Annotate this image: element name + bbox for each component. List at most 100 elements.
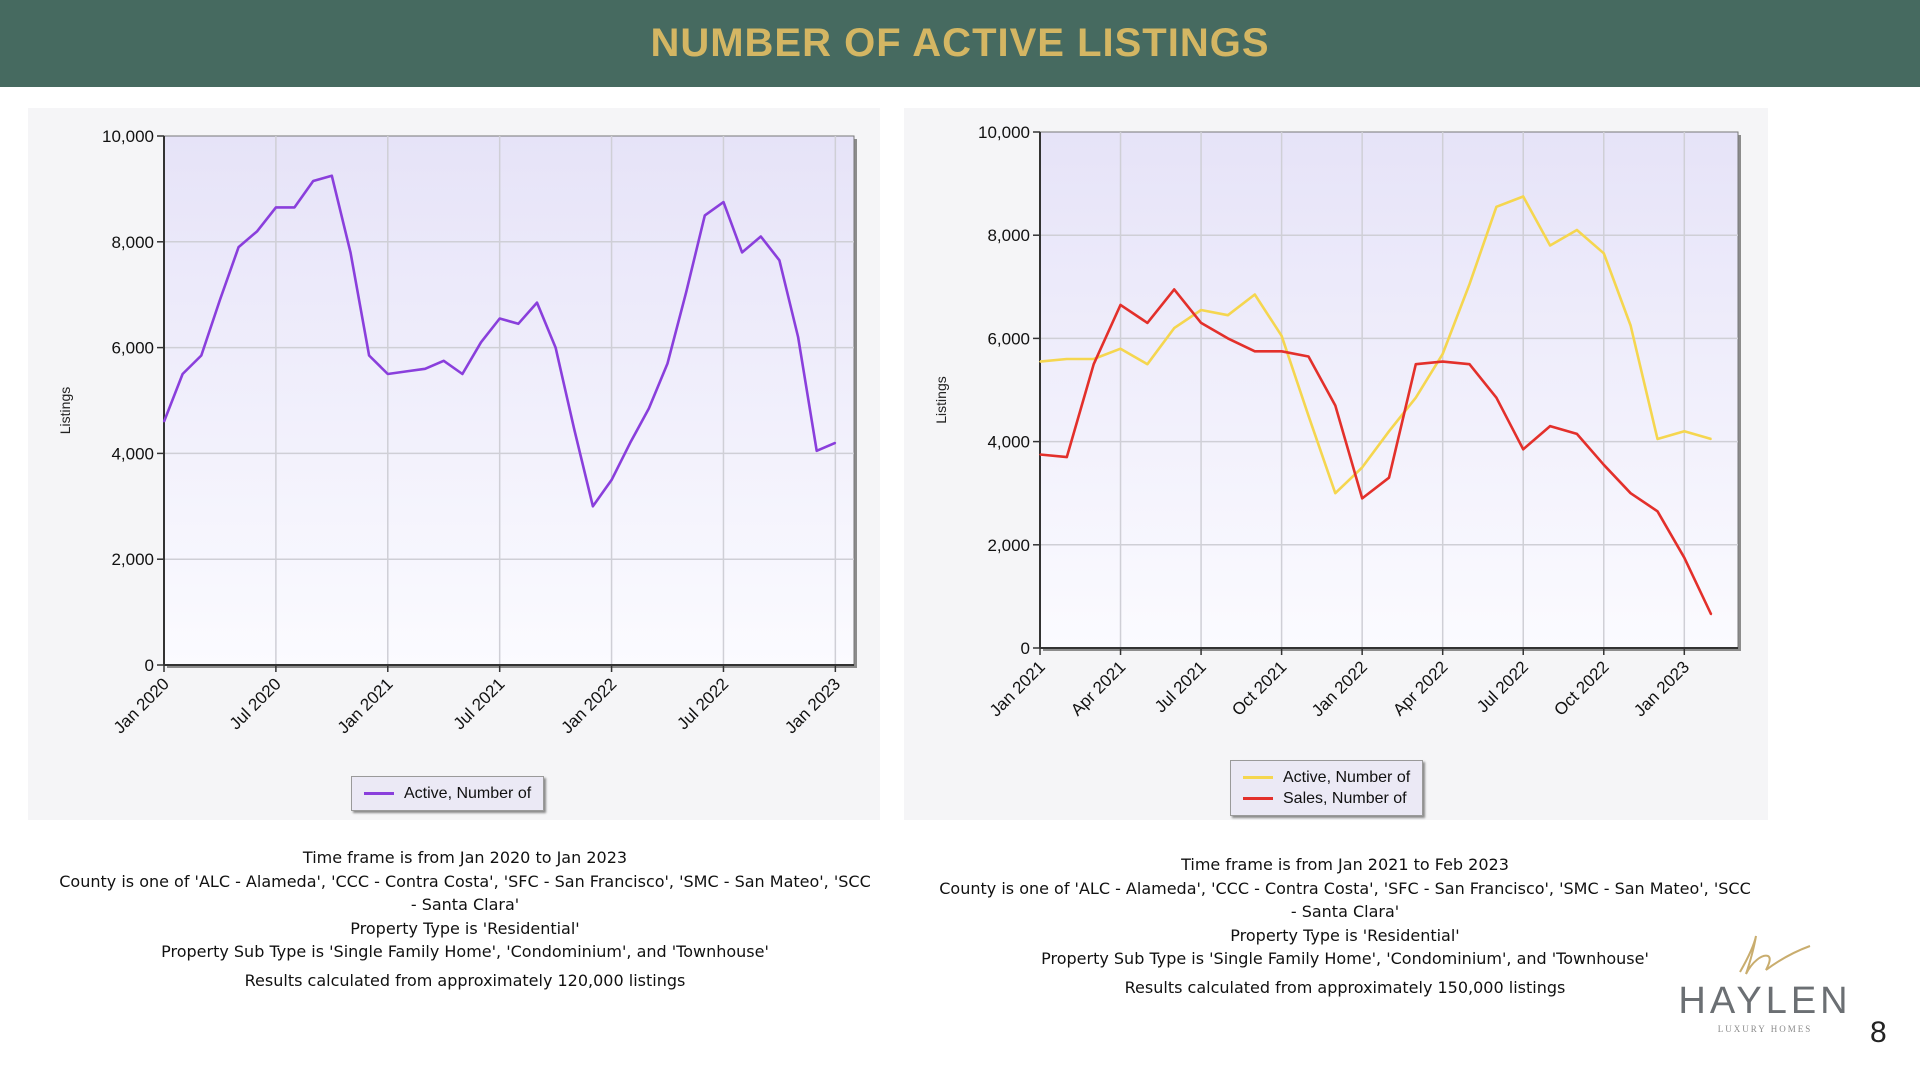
- data-point: [442, 360, 445, 362]
- caption-line: - Santa Clara': [1290, 902, 1400, 921]
- data-point: [517, 322, 520, 325]
- x-tick-label: Jul 2021: [450, 674, 509, 733]
- data-point: [741, 251, 743, 254]
- y-tick-label: 2,000: [987, 536, 1030, 555]
- data-point: [1710, 613, 1712, 616]
- data-point: [293, 206, 296, 209]
- data-point: [1253, 293, 1256, 296]
- caption-line: Property Type is 'Residential': [1230, 925, 1460, 945]
- y-tick-label: 8,000: [111, 233, 154, 252]
- data-point: [554, 346, 557, 349]
- data-point: [1146, 322, 1149, 324]
- data-point: [1253, 350, 1256, 353]
- data-point: [1522, 448, 1525, 451]
- y-tick-label: 4,000: [987, 433, 1030, 452]
- data-point: [1629, 492, 1632, 495]
- chart-caption-right: Time frame is from Jan 2021 to Feb 2023 …: [920, 853, 1770, 999]
- active-vs-sales-chart: 0 2,000 4,000 6,000 8,000 10,000 Jan 2021 Apr 2…: [933, 123, 1741, 720]
- data-point: [1334, 492, 1337, 495]
- data-point: [1495, 206, 1498, 208]
- data-point: [1549, 244, 1551, 247]
- brand-logo: HAYLEN LUXURY HOMES: [1670, 928, 1860, 1038]
- data-point: [1119, 347, 1122, 350]
- y-tick-label: 0: [145, 656, 154, 675]
- data-point: [1683, 430, 1686, 433]
- brand-tagline: LUXURY HOMES: [1717, 1024, 1813, 1034]
- x-tick-label: Jul 2022: [1473, 657, 1532, 716]
- x-tick-label: Jan 2021: [334, 674, 397, 737]
- data-point: [256, 230, 259, 233]
- x-tick-label: Apr 2021: [1067, 657, 1129, 719]
- legend-item-active: Active, Number of: [364, 783, 531, 804]
- data-point: [648, 407, 650, 410]
- data-point: [461, 373, 464, 375]
- plot-area: [163, 135, 855, 666]
- data-point: [1468, 363, 1471, 365]
- x-tick-label: Jan 2021: [986, 657, 1049, 720]
- caption-line: - Santa Clara': [410, 895, 520, 914]
- y-tick-label: 4,000: [111, 444, 154, 463]
- data-point: [1280, 350, 1283, 353]
- y-tick-label: 0: [1021, 639, 1030, 658]
- caption-line: Property Sub Type is 'Single Family Home…: [1041, 949, 1649, 968]
- data-point: [1039, 453, 1041, 456]
- data-point: [610, 479, 613, 481]
- data-point: [536, 301, 538, 304]
- legend-item-sales: Sales, Number of: [1243, 788, 1410, 809]
- chart-legend: Active, Number of: [351, 776, 545, 811]
- active-listings-chart: 0 2,000 4,000 6,000 8,000 10,000 Jan 2020 Jul 2…: [57, 127, 857, 737]
- data-point: [1334, 404, 1337, 407]
- x-tick-label: Jan 2023: [1630, 657, 1693, 720]
- x-tick-label: Jan 2022: [1308, 657, 1371, 720]
- data-point: [1092, 363, 1095, 365]
- data-point: [424, 367, 426, 370]
- x-tick-label: Jan 2020: [110, 674, 173, 737]
- data-point: [704, 214, 706, 217]
- data-point: [1602, 464, 1605, 466]
- x-tick-label: Oct 2022: [1550, 657, 1612, 719]
- series-line-1: [1039, 288, 1713, 616]
- data-point: [331, 174, 333, 177]
- data-point: [1576, 229, 1578, 231]
- data-point: [219, 299, 221, 301]
- data-point: [1361, 497, 1363, 500]
- data-point: [405, 370, 408, 373]
- caption-line: Property Sub Type is 'Single Family Home…: [161, 942, 769, 961]
- caption-results: Results calculated from approximately 15…: [1124, 977, 1566, 997]
- y-axis-title: Listings: [57, 387, 73, 434]
- data-point: [815, 449, 818, 452]
- legend-label-active: Active, Number of: [1283, 768, 1411, 786]
- plot-area: [1039, 131, 1739, 649]
- data-point: [722, 201, 725, 203]
- data-point: [573, 428, 576, 431]
- data-point: [1200, 322, 1202, 324]
- data-point: [1549, 425, 1551, 427]
- caption-line: Property Type is 'Residential': [350, 918, 580, 938]
- data-point: [1602, 252, 1605, 255]
- data-point: [1495, 396, 1498, 399]
- y-tick-label: 6,000: [111, 339, 154, 358]
- x-tick-label: Jul 2021: [1151, 657, 1210, 716]
- data-point: [1388, 476, 1390, 479]
- data-point: [1441, 360, 1444, 363]
- data-point: [1576, 433, 1578, 435]
- data-point: [1415, 396, 1417, 399]
- data-point: [1227, 314, 1229, 316]
- data-point: [1522, 195, 1525, 198]
- data-point: [386, 373, 389, 375]
- data-point: [1092, 358, 1095, 360]
- y-tick-label: 8,000: [987, 226, 1030, 245]
- caption-results: Results calculated from approximately 12…: [244, 970, 686, 990]
- legend-swatch-active: [1243, 776, 1273, 779]
- data-point: [1200, 309, 1202, 311]
- caption-line: Time frame is from Jan 2021 to Feb 2023: [1181, 855, 1509, 874]
- y-tick-label: 10,000: [102, 127, 154, 146]
- x-tick-label: Jan 2022: [557, 674, 620, 737]
- data-point: [1066, 456, 1068, 458]
- x-tick-label: Oct 2021: [1228, 657, 1290, 719]
- data-point: [1656, 438, 1659, 440]
- legend-swatch-active: [364, 792, 394, 795]
- data-point: [1361, 466, 1363, 469]
- y-tick-label: 10,000: [978, 123, 1030, 142]
- data-point: [1710, 438, 1712, 440]
